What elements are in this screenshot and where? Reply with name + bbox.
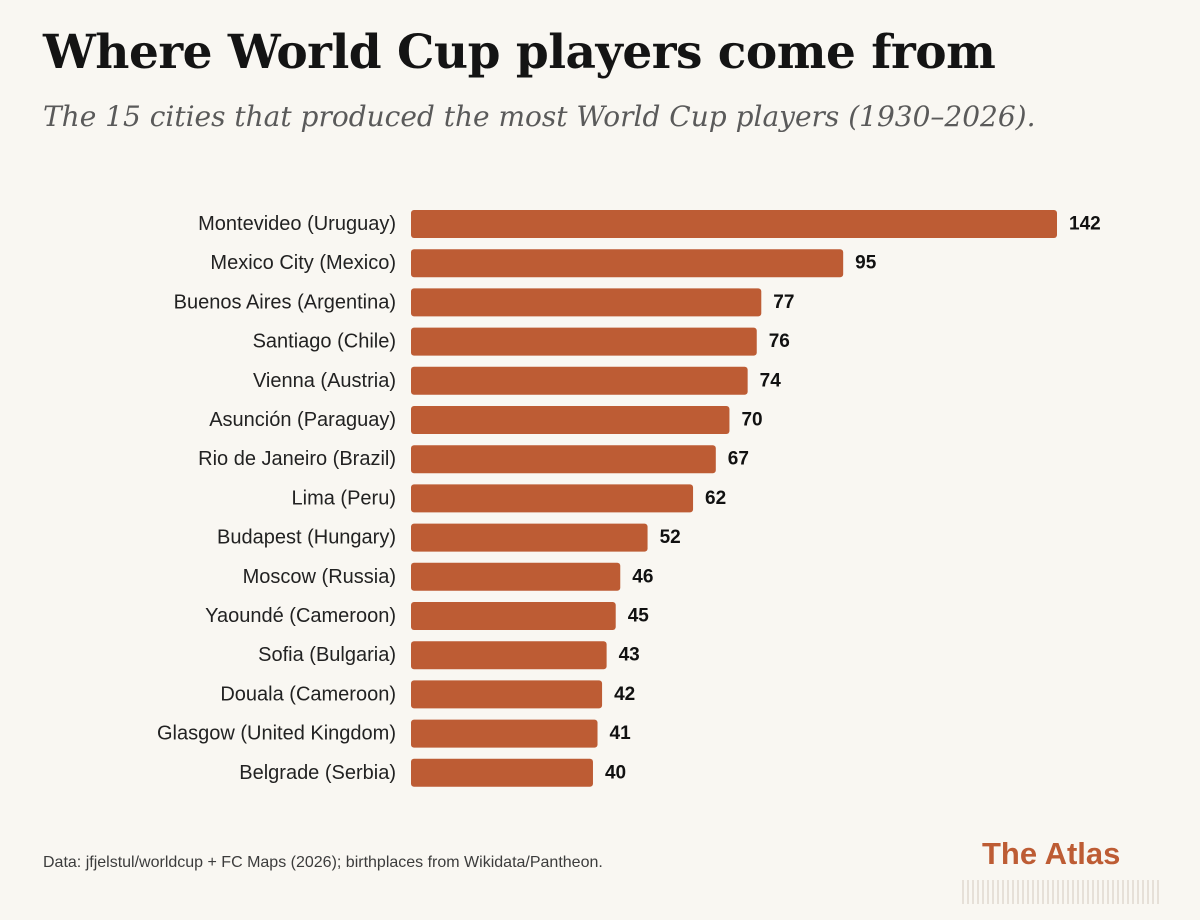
chart-title: Where World Cup players come from: [43, 25, 996, 80]
category-label: Lima (Peru): [292, 487, 396, 509]
value-label: 70: [741, 410, 762, 431]
value-label: 52: [660, 527, 681, 548]
category-label: Belgrade (Serbia): [239, 762, 396, 784]
bar: [411, 523, 648, 552]
bar: [411, 445, 716, 474]
category-label: Moscow (Russia): [243, 566, 396, 588]
chart-subtitle: The 15 cities that produced the most Wor…: [43, 100, 1036, 133]
value-label: 46: [632, 566, 653, 587]
value-label: 95: [855, 253, 877, 274]
value-label: 41: [610, 723, 632, 744]
bar: [411, 327, 757, 356]
bar-chart: Montevideo (Uruguay) 142 Mexico City (Mexi…: [157, 210, 1101, 787]
brand-logo: The Atlas: [982, 836, 1121, 871]
category-label: Douala (Cameroon): [220, 683, 396, 705]
category-label: Santiago (Chile): [253, 331, 396, 353]
bar: [411, 366, 748, 395]
category-label: Rio de Janeiro (Brazil): [198, 448, 396, 470]
category-label: Mexico City (Mexico): [210, 252, 396, 274]
brand-underline: [962, 880, 1160, 904]
category-label: Yaoundé (Cameroon): [205, 605, 396, 627]
value-label: 74: [760, 370, 782, 391]
category-label: Glasgow (United Kingdom): [157, 723, 396, 745]
value-label: 40: [605, 762, 626, 783]
value-label: 43: [619, 645, 640, 666]
category-label: Montevideo (Uruguay): [198, 213, 396, 235]
bar: [411, 288, 762, 317]
category-label: Vienna (Austria): [253, 370, 396, 392]
bar: [411, 484, 694, 513]
bar: [411, 562, 621, 591]
bar: [411, 680, 603, 709]
value-label: 142: [1069, 214, 1101, 235]
value-label: 42: [614, 684, 635, 705]
category-label: Buenos Aires (Argentina): [174, 291, 396, 313]
source-note: Data: jfjelstul/worldcup + FC Maps (2026…: [43, 854, 603, 871]
bar: [411, 406, 730, 434]
value-label: 45: [628, 606, 650, 627]
category-label: Sofia (Bulgaria): [258, 644, 396, 666]
bar: [411, 719, 598, 748]
bar: [411, 758, 593, 787]
value-label: 77: [773, 292, 794, 313]
value-label: 76: [769, 331, 790, 352]
bar: [411, 602, 616, 630]
category-label: Budapest (Hungary): [217, 527, 396, 549]
bar: [411, 641, 607, 670]
value-label: 62: [705, 488, 726, 509]
value-label: 67: [728, 449, 749, 470]
category-label: Asunción (Paraguay): [209, 409, 396, 431]
bar: [411, 249, 844, 278]
bar: [411, 210, 1057, 238]
